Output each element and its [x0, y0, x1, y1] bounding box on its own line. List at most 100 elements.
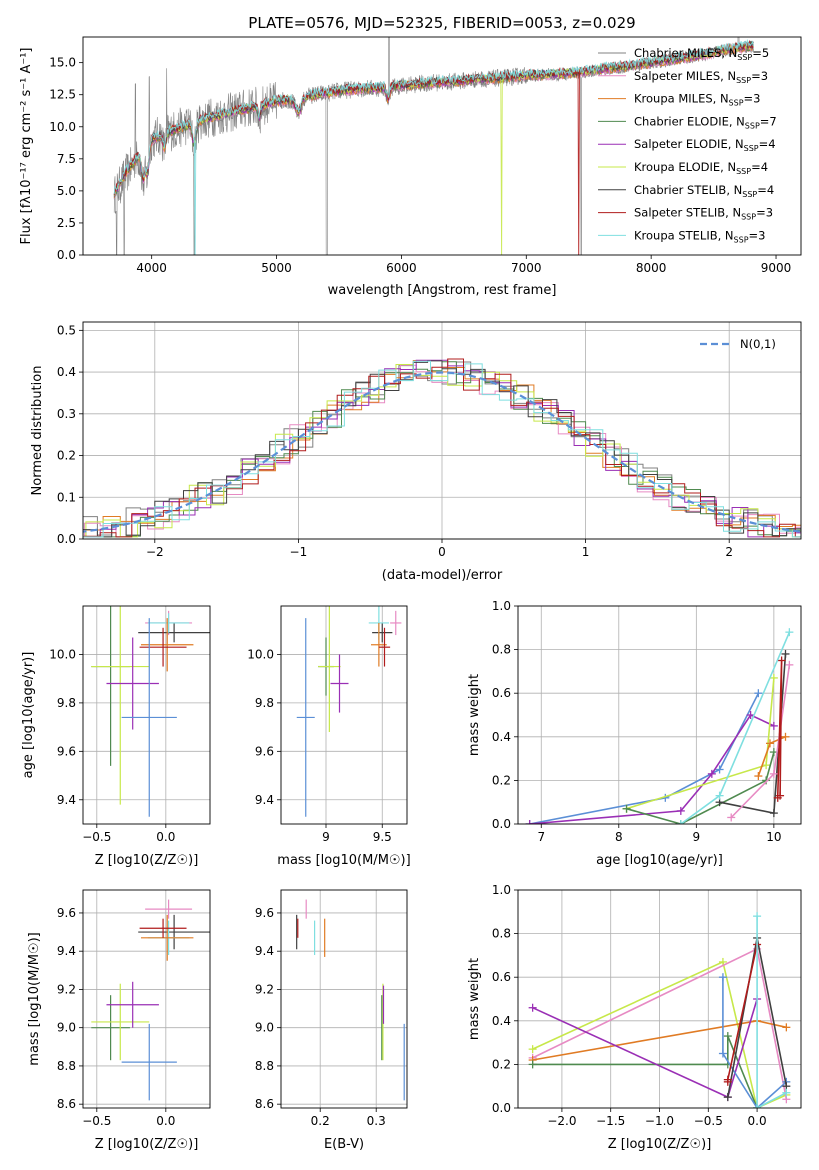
y-tick-label: 7.5	[57, 152, 76, 166]
y-tick-label: 9.2	[57, 982, 76, 996]
legend-label: Salpeter STELIB, NSSP=3	[634, 206, 773, 222]
massweight_vs_age-ylabel: mass weight	[467, 674, 482, 756]
y-tick-label: 0.4	[492, 1014, 511, 1028]
spectrum-ylabel: Flux [fλ10⁻¹⁷ erg cm⁻² s⁻¹ A⁻¹]	[19, 48, 34, 245]
age_vs_mass-xlabel: mass [log10(M/M☉)]	[277, 853, 410, 868]
massweight_vs_Z-frame	[517, 889, 802, 1109]
age_vs_mass-plot-area	[296, 606, 402, 817]
mass_vs_Z-xlabel: Z [log10(Z/Z☉)]	[95, 1137, 199, 1152]
y-tick-label: 8.6	[255, 1097, 274, 1111]
y-tick-label: 9.8	[255, 696, 274, 710]
mass-weight-line	[532, 1035, 758, 1108]
y-tick-label: 0.0	[57, 532, 76, 546]
mass_vs_Z-frame	[82, 889, 211, 1109]
mass-weight-line	[776, 660, 783, 798]
massweight_vs_age-plot-area	[525, 628, 794, 824]
y-tick-label: 0.3	[57, 407, 76, 421]
y-tick-label: 1.0	[492, 883, 511, 897]
x-tick-label: 2	[725, 545, 733, 559]
x-tick-label: 8000	[636, 261, 667, 275]
y-tick-label: 0.6	[492, 970, 511, 984]
mass_vs_EBV-xlabel: E(B-V)	[324, 1137, 364, 1152]
x-tick-label: 6000	[386, 261, 417, 275]
y-tick-label: 8.8	[57, 1059, 76, 1073]
x-tick-label: −1	[290, 545, 308, 559]
gaussian-curve	[83, 371, 801, 533]
y-tick-label: 9.6	[57, 906, 76, 920]
mass-weight-line	[529, 713, 775, 824]
age_vs_Z-frame	[82, 605, 211, 825]
y-tick-label: 0.2	[492, 773, 511, 787]
y-tick-label: 1.0	[492, 599, 511, 613]
x-tick-label: −0.5	[82, 830, 111, 844]
x-tick-label: 10	[766, 830, 781, 844]
age_vs_Z-xlabel: Z [log10(Z/Z☉)]	[95, 853, 199, 868]
x-tick-label: 9	[693, 830, 701, 844]
y-tick-label: 0.2	[57, 449, 76, 463]
y-tick-label: 2.5	[57, 216, 76, 230]
y-tick-label: 0.0	[492, 817, 511, 831]
residual-ylabel: Normed distribution	[30, 366, 45, 496]
mass_vs_EBV-plot-area	[296, 899, 405, 1101]
y-tick-label: 10.0	[49, 647, 76, 661]
model-spectrum-line	[113, 38, 754, 255]
y-tick-label: 9.4	[57, 944, 76, 958]
legend-label: Kroupa MILES, NSSP=3	[634, 92, 760, 108]
legend-label: N(0,1)	[740, 337, 776, 351]
massweight_vs_age-axes: 7 8 9 10 0.0 0.2 0.4 0.6 0.8 1.0	[492, 599, 801, 844]
x-tick-label: 9	[322, 830, 330, 844]
y-tick-label: 0.4	[492, 730, 511, 744]
x-tick-label: 0.3	[367, 1114, 386, 1128]
y-tick-label: 9.2	[255, 982, 274, 996]
y-tick-label: 9.8	[57, 696, 76, 710]
legend-label: Kroupa STELIB, NSSP=3	[634, 228, 765, 244]
y-tick-label: 9.6	[57, 744, 76, 758]
y-tick-label: 15.0	[49, 56, 76, 70]
spectrum-plot-area	[113, 37, 754, 255]
y-tick-label: 0.0	[492, 1101, 511, 1115]
y-tick-label: 0.6	[492, 686, 511, 700]
x-tick-label: 1	[582, 545, 590, 559]
mass_vs_EBV-axes: 0.2 0.3 8.6 8.8 9.0 9.2 9.4 9.6	[255, 890, 407, 1128]
mass_vs_Z-ylabel: mass [log10(M/M☉)]	[27, 932, 42, 1065]
spectrum-legend: Chabrier MILES, NSSP=5 Salpeter MILES, NS…	[598, 46, 777, 244]
legend-label: Chabrier MILES, NSSP=5	[634, 46, 769, 62]
y-tick-label: 9.0	[255, 1021, 274, 1035]
residuals-frame	[82, 321, 802, 540]
y-tick-label: 8.8	[255, 1059, 274, 1073]
x-tick-label: 9000	[761, 261, 792, 275]
x-tick-label: −2.0	[547, 1114, 576, 1128]
y-tick-label: 0.5	[57, 323, 76, 337]
massweight_vs_Z-xlabel: Z [log10(Z/Z☉)]	[608, 1137, 712, 1152]
y-tick-label: 0.4	[57, 365, 76, 379]
legend-label: Chabrier ELODIE, NSSP=7	[634, 114, 777, 130]
histogram-step	[83, 360, 801, 538]
y-tick-label: 10.0	[49, 120, 76, 134]
x-tick-label: −2	[146, 545, 164, 559]
age_vs_Z-ylabel: age [log10(age/yr)]	[21, 652, 36, 779]
mass_vs_Z-plot-area	[91, 899, 210, 1101]
age_vs_Z-axes: −0.5 0.0 9.4 9.6 9.8 10.0	[49, 606, 210, 844]
massweight_vs_age-xlabel: age [log10(age/yr)]	[596, 853, 723, 868]
age_vs_mass-axes: 9 9.5 9.4 9.6 9.8 10.0	[247, 606, 407, 844]
x-tick-label: 7000	[511, 261, 542, 275]
y-tick-label: 9.4	[57, 793, 76, 807]
x-tick-label: 0.0	[748, 1114, 767, 1128]
mass_vs_EBV-frame	[280, 889, 408, 1109]
x-tick-label: 5000	[261, 261, 292, 275]
residuals-axes: −2 −1 0 1 2 0.0 0.1 0.2 0.3 0.4 0.5	[57, 322, 801, 559]
y-tick-label: 5.0	[57, 184, 76, 198]
x-tick-label: 9.5	[373, 830, 392, 844]
mass-weight-line	[722, 977, 787, 1108]
legend-label: Salpeter MILES, NSSP=3	[634, 69, 768, 85]
y-tick-label: 0.0	[57, 248, 76, 262]
spectrum-axes: 4000 5000 6000 7000 8000 9000 0.0 2.5 5.0 7.5 10.0…	[49, 56, 791, 275]
y-tick-label: 0.8	[492, 643, 511, 657]
x-tick-label: 0.0	[156, 830, 175, 844]
massweight_vs_Z-ylabel: mass weight	[467, 958, 482, 1040]
massweight_vs_age-frame	[517, 605, 802, 825]
mass_vs_Z-axes: −0.5 0.0 8.6 8.8 9.0 9.2 9.4 9.6	[57, 890, 210, 1128]
legend-label: Salpeter ELODIE, NSSP=4	[634, 137, 776, 153]
x-tick-label: 7	[537, 830, 545, 844]
residual-plot-area	[83, 358, 801, 538]
